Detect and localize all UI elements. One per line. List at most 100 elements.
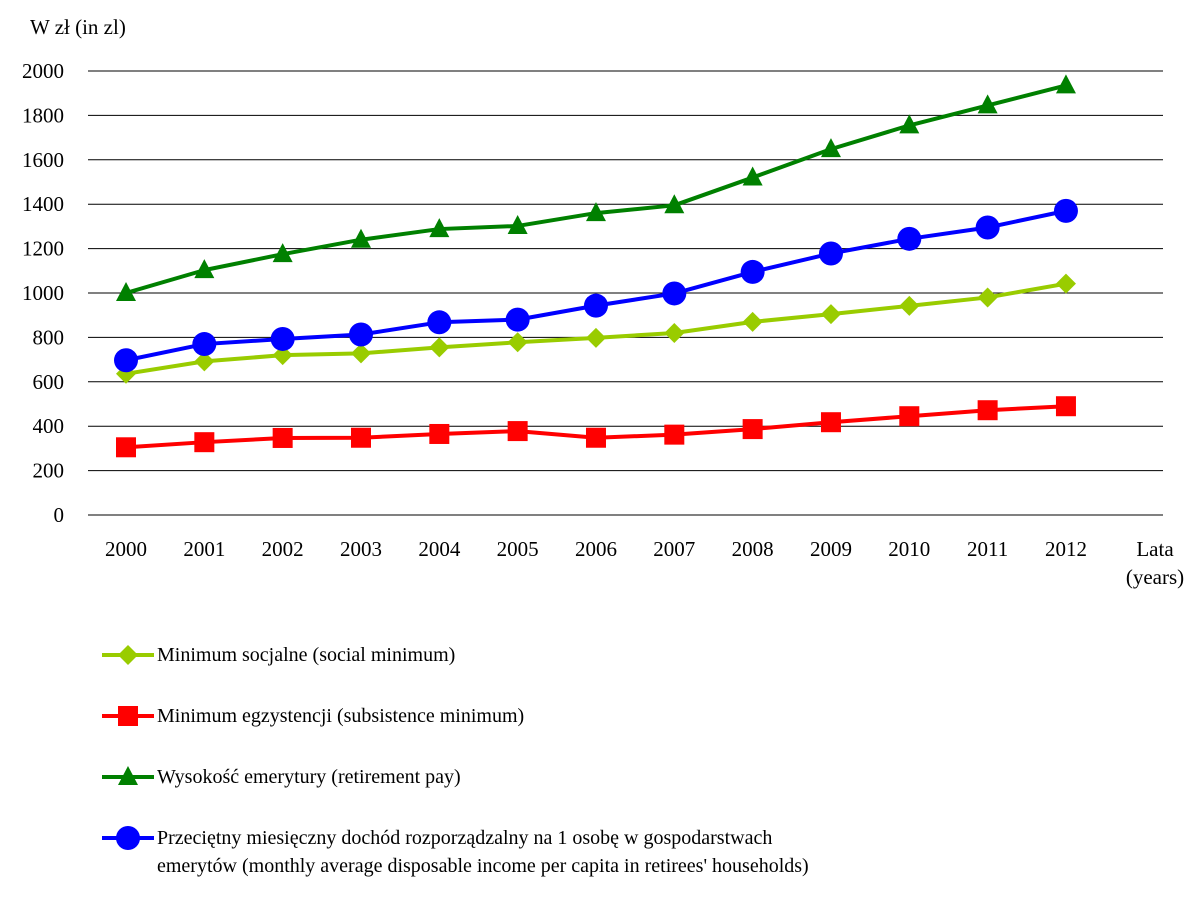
x-tick-label: 2001 — [183, 537, 225, 561]
data-point-retirement-pay — [899, 114, 920, 134]
data-point-retirement-pay — [742, 166, 763, 186]
data-point-subsistence-minimum — [977, 400, 998, 421]
data-point-social-minimum — [507, 332, 528, 353]
data-point-subsistence-minimum — [899, 406, 920, 427]
x-tick-label: 2007 — [653, 537, 695, 561]
legend-item-retirement-pay: Wysokość emerytury (retirement pay) — [100, 762, 1180, 792]
legend-label-subsistence-minimum: Minimum egzystencji (subsistence minimum… — [157, 705, 525, 727]
data-point-social-minimum — [194, 351, 215, 372]
data-point-retirement-pay — [820, 138, 841, 158]
data-point-social-minimum — [664, 322, 685, 343]
data-point-social-minimum — [585, 327, 606, 348]
x-tick-label: 2010 — [888, 537, 930, 561]
legend: Minimum socjalne (social minimum) Minimu… — [100, 640, 1180, 914]
legend-item-disposable-income: Przeciętny miesięczny dochód rozporządza… — [100, 823, 1180, 883]
y-tick-label: 400 — [33, 414, 65, 438]
legend-marker — [118, 766, 138, 785]
y-tick-label: 1400 — [22, 192, 64, 216]
data-point-social-minimum — [350, 343, 371, 364]
series-retirement-pay — [116, 74, 1076, 301]
data-point-subsistence-minimum — [507, 421, 528, 442]
legend-item-subsistence-minimum: Minimum egzystencji (subsistence minimum… — [100, 701, 1180, 731]
data-point-retirement-pay — [350, 228, 371, 248]
data-point-social-minimum — [742, 311, 763, 332]
series-group — [114, 74, 1078, 458]
data-point-disposable-income — [818, 241, 843, 266]
data-point-subsistence-minimum — [1055, 396, 1076, 417]
y-tick-label: 1600 — [22, 148, 64, 172]
legend-swatch-disposable-income — [102, 826, 154, 850]
legend-label-social-minimum: Minimum socjalne (social minimum) — [157, 644, 456, 666]
data-point-retirement-pay — [194, 259, 215, 279]
data-point-social-minimum — [429, 337, 450, 358]
data-point-retirement-pay — [116, 282, 136, 301]
y-tick-label: 1200 — [22, 237, 64, 261]
data-point-disposable-income — [740, 259, 765, 284]
x-tick-label: 2004 — [418, 537, 461, 561]
series-disposable-income — [114, 198, 1078, 373]
data-point-retirement-pay — [1055, 74, 1076, 94]
line-chart: W zł (in zl) 0 200 400 600 800 1000 1200 1400 16… — [22, 15, 1184, 589]
legend-marker — [118, 706, 138, 726]
series-line-retirement-pay — [125, 83, 1067, 295]
data-point-subsistence-minimum — [350, 427, 371, 448]
data-point-retirement-pay — [664, 194, 685, 214]
data-point-retirement-pay — [272, 243, 293, 263]
data-point-subsistence-minimum — [664, 424, 685, 445]
y-tick-labels: 0 200 400 600 800 1000 1200 1400 1600 1800 2000 — [22, 59, 64, 527]
data-point-disposable-income — [192, 332, 217, 357]
x-tick-label: 2003 — [340, 537, 382, 561]
legend-marker — [116, 826, 140, 850]
data-point-subsistence-minimum — [742, 419, 763, 440]
x-axis-label-line1: Lata — [1136, 537, 1174, 561]
data-point-subsistence-minimum — [272, 427, 293, 448]
data-point-disposable-income — [662, 281, 687, 306]
data-point-disposable-income — [897, 226, 922, 251]
data-point-retirement-pay — [585, 202, 606, 222]
data-point-subsistence-minimum — [820, 412, 841, 433]
legend-swatch-social-minimum — [102, 645, 154, 665]
series-subsistence-minimum — [116, 396, 1076, 458]
y-tick-label: 1800 — [22, 103, 64, 127]
x-tick-label: 2002 — [262, 537, 304, 561]
data-point-social-minimum — [977, 287, 998, 308]
data-point-social-minimum — [272, 345, 293, 366]
x-tick-label: 2008 — [732, 537, 774, 561]
legend-label-retirement-pay: Wysokość emerytury (retirement pay) — [157, 766, 461, 788]
data-point-disposable-income — [583, 293, 608, 318]
data-point-disposable-income — [348, 322, 373, 347]
data-point-subsistence-minimum — [585, 427, 606, 448]
data-point-disposable-income — [427, 310, 452, 335]
y-tick-label: 1000 — [22, 281, 64, 305]
x-tick-labels: 2000 2001 2002 2003 2004 2005 2006 2007 2008 2009… — [105, 537, 1087, 561]
x-tick-label: 2012 — [1045, 537, 1087, 561]
data-point-retirement-pay — [507, 214, 528, 234]
data-point-social-minimum — [899, 295, 920, 316]
x-tick-label: 2011 — [967, 537, 1008, 561]
y-tick-label: 0 — [54, 503, 65, 527]
y-tick-label: 800 — [33, 325, 65, 349]
series-social-minimum — [116, 273, 1076, 384]
x-tick-label: 2009 — [810, 537, 852, 561]
legend-label-disposable-income: Przeciętny miesięczny dochód rozporządza… — [157, 827, 809, 877]
y-tick-label: 2000 — [22, 59, 64, 83]
data-point-retirement-pay — [977, 94, 998, 114]
legend-item-social-minimum: Minimum socjalne (social minimum) — [100, 640, 1180, 670]
y-tick-label: 200 — [33, 459, 65, 483]
legend-swatch-subsistence-minimum — [102, 706, 154, 726]
x-tick-label: 2000 — [105, 537, 147, 561]
y-axis-label: W zł (in zl) — [30, 15, 126, 39]
x-tick-label: 2005 — [497, 537, 539, 561]
data-point-subsistence-minimum — [429, 423, 450, 444]
data-point-social-minimum — [1055, 273, 1076, 294]
legend-swatch-retirement-pay — [102, 766, 154, 785]
data-point-disposable-income — [1053, 198, 1078, 223]
data-point-disposable-income — [505, 307, 530, 332]
data-point-disposable-income — [975, 215, 1000, 240]
y-tick-label: 600 — [33, 370, 65, 394]
data-point-subsistence-minimum — [116, 437, 136, 458]
x-axis-label-line2: (years) — [1126, 565, 1184, 589]
data-point-subsistence-minimum — [194, 432, 215, 453]
legend-marker — [118, 645, 138, 665]
x-tick-label: 2006 — [575, 537, 617, 561]
